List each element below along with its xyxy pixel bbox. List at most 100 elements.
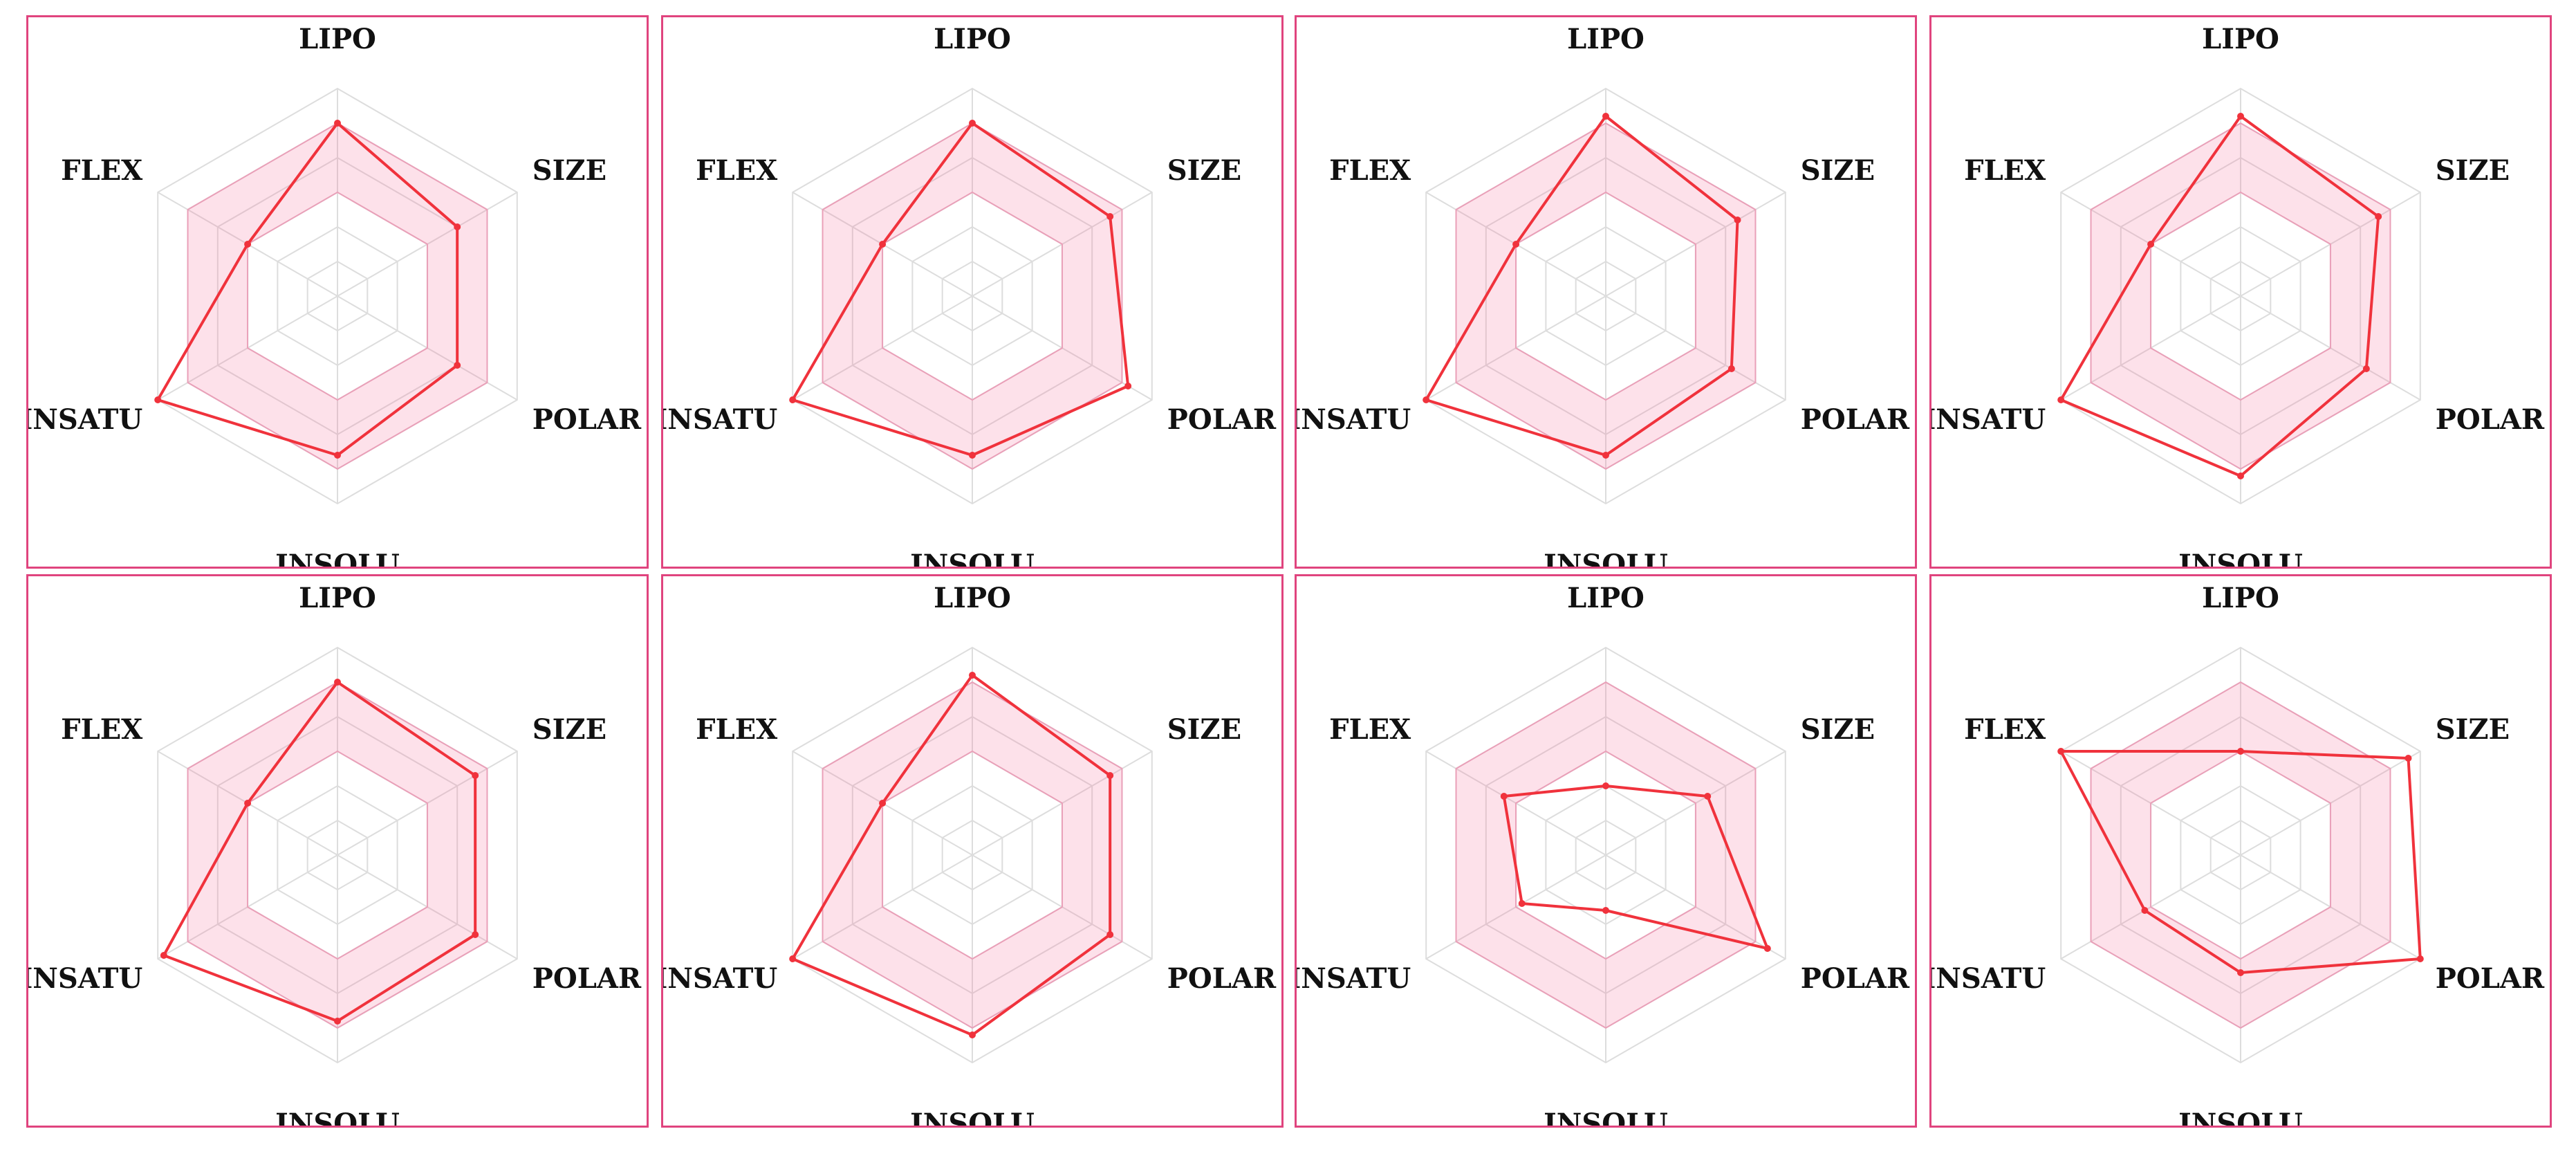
data-point-lipo bbox=[334, 120, 341, 127]
axis-label-flex: FLEX bbox=[61, 154, 142, 187]
data-point-size bbox=[1734, 217, 1741, 223]
data-point-insolu bbox=[1602, 452, 1609, 459]
radar-chart-4: LIPO SIZE POLAR INSOLU INSATU FLEX bbox=[1931, 23, 2545, 567]
data-point-insatu bbox=[154, 396, 162, 403]
axis-label-insolu: INSOLU bbox=[275, 1108, 400, 1126]
data-point-flex bbox=[1500, 793, 1508, 800]
data-point-insatu bbox=[789, 955, 797, 962]
optimal-range-band bbox=[2090, 681, 2391, 1029]
radar-chart-7: LIPO SIZE POLAR INSOLU INSATU FLEX bbox=[1297, 582, 1910, 1126]
data-point-insatu bbox=[160, 952, 167, 959]
axis-label-insatu: INSATU bbox=[28, 403, 142, 436]
data-point-size bbox=[1106, 772, 1114, 779]
data-point-insolu bbox=[969, 452, 976, 459]
data-point-polar bbox=[1106, 931, 1114, 938]
data-point-insatu bbox=[2141, 907, 2149, 914]
axis-label-polar: POLAR bbox=[532, 962, 642, 995]
data-point-flex bbox=[879, 800, 887, 807]
optimal-range-band bbox=[187, 681, 488, 1029]
data-point-polar bbox=[2362, 365, 2370, 372]
data-point-insolu bbox=[334, 452, 341, 459]
axis-label-lipo: LIPO bbox=[934, 582, 1011, 614]
axis-label-insatu: INSATU bbox=[663, 962, 777, 995]
data-point-polar bbox=[2416, 955, 2424, 962]
data-point-insatu bbox=[1423, 396, 1430, 403]
axis-label-polar: POLAR bbox=[1167, 403, 1277, 436]
data-point-insatu bbox=[1518, 900, 1526, 907]
axis-label-size: SIZE bbox=[1801, 713, 1875, 746]
optimal-range-band bbox=[1455, 122, 1757, 470]
axis-label-lipo: LIPO bbox=[934, 23, 1011, 55]
axis-label-lipo: LIPO bbox=[299, 23, 376, 55]
radar-chart-6: LIPO SIZE POLAR INSOLU INSATU FLEX bbox=[663, 582, 1277, 1126]
data-point-size bbox=[1106, 213, 1114, 220]
data-point-size bbox=[2375, 213, 2382, 220]
radar-panel-5: LIPO SIZE POLAR INSOLU INSATU FLEX bbox=[26, 574, 649, 1128]
radar-panel-1: LIPO SIZE POLAR INSOLU INSATU FLEX bbox=[26, 15, 649, 569]
radar-panel-3: LIPO SIZE POLAR INSOLU INSATU FLEX bbox=[1295, 15, 1917, 569]
axis-label-insatu: INSATU bbox=[1931, 403, 2046, 436]
data-point-flex bbox=[2057, 748, 2065, 755]
radar-chart-8: LIPO SIZE POLAR INSOLU INSATU FLEX bbox=[1931, 582, 2545, 1126]
axis-label-size: SIZE bbox=[532, 713, 606, 746]
axis-label-lipo: LIPO bbox=[299, 582, 376, 614]
optimal-range-band bbox=[2090, 122, 2391, 470]
axis-label-polar: POLAR bbox=[1801, 403, 1910, 436]
axis-label-insatu: INSATU bbox=[1931, 962, 2046, 995]
axis-label-flex: FLEX bbox=[1964, 154, 2046, 187]
data-point-flex bbox=[2147, 241, 2155, 248]
data-point-lipo bbox=[969, 120, 976, 127]
axis-label-lipo: LIPO bbox=[1567, 582, 1644, 614]
data-point-size bbox=[472, 772, 479, 779]
axis-label-flex: FLEX bbox=[1964, 713, 2046, 746]
axis-label-flex: FLEX bbox=[696, 154, 777, 187]
data-point-size bbox=[1704, 793, 1712, 800]
optimal-range-band bbox=[822, 681, 1123, 1029]
axis-label-size: SIZE bbox=[2436, 713, 2510, 746]
axis-label-insatu: INSATU bbox=[1297, 962, 1411, 995]
axis-label-insatu: INSATU bbox=[28, 962, 142, 995]
axis-label-polar: POLAR bbox=[1801, 962, 1910, 995]
axis-label-insolu: INSOLU bbox=[1544, 1108, 1668, 1126]
axis-label-flex: FLEX bbox=[61, 713, 142, 746]
axis-label-flex: FLEX bbox=[696, 713, 777, 746]
axis-label-polar: POLAR bbox=[2436, 962, 2545, 995]
axis-label-flex: FLEX bbox=[1329, 154, 1411, 187]
data-point-lipo bbox=[2237, 113, 2244, 120]
data-point-flex bbox=[1512, 241, 1520, 248]
axis-label-insolu: INSOLU bbox=[2178, 549, 2303, 567]
axis-label-size: SIZE bbox=[2436, 154, 2510, 187]
axis-label-size: SIZE bbox=[1801, 154, 1875, 187]
data-point-lipo bbox=[334, 679, 341, 686]
axis-label-flex: FLEX bbox=[1329, 713, 1411, 746]
axis-label-polar: POLAR bbox=[532, 403, 642, 436]
axis-label-insatu: INSATU bbox=[1297, 403, 1411, 436]
axis-label-insolu: INSOLU bbox=[275, 549, 400, 567]
radar-panel-4: LIPO SIZE POLAR INSOLU INSATU FLEX bbox=[1929, 15, 2552, 569]
axis-label-lipo: LIPO bbox=[2202, 582, 2279, 614]
data-point-size bbox=[2404, 755, 2412, 762]
radar-chart-2: LIPO SIZE POLAR INSOLU INSATU FLEX bbox=[663, 23, 1277, 567]
data-point-insolu bbox=[969, 1031, 976, 1038]
data-point-insolu bbox=[2237, 473, 2244, 479]
axis-label-size: SIZE bbox=[532, 154, 606, 187]
axis-label-lipo: LIPO bbox=[2202, 23, 2279, 55]
data-point-flex bbox=[244, 800, 252, 807]
data-point-polar bbox=[454, 362, 461, 369]
data-point-polar bbox=[1763, 945, 1771, 952]
radar-chart-3: LIPO SIZE POLAR INSOLU INSATU FLEX bbox=[1297, 23, 1910, 567]
data-point-lipo bbox=[2237, 748, 2244, 755]
data-point-insatu bbox=[789, 396, 797, 403]
axis-label-insolu: INSOLU bbox=[910, 1108, 1035, 1126]
axis-label-insolu: INSOLU bbox=[910, 549, 1035, 567]
axis-label-size: SIZE bbox=[1167, 713, 1241, 746]
data-point-flex bbox=[879, 241, 887, 248]
axis-label-polar: POLAR bbox=[2436, 403, 2545, 436]
data-point-insolu bbox=[334, 1018, 341, 1025]
radar-panel-7: LIPO SIZE POLAR INSOLU INSATU FLEX bbox=[1295, 574, 1917, 1128]
data-point-lipo bbox=[1602, 113, 1609, 120]
optimal-range-band bbox=[822, 122, 1123, 470]
axis-label-polar: POLAR bbox=[1167, 962, 1277, 995]
axis-label-insolu: INSOLU bbox=[1544, 549, 1668, 567]
axis-label-size: SIZE bbox=[1167, 154, 1241, 187]
